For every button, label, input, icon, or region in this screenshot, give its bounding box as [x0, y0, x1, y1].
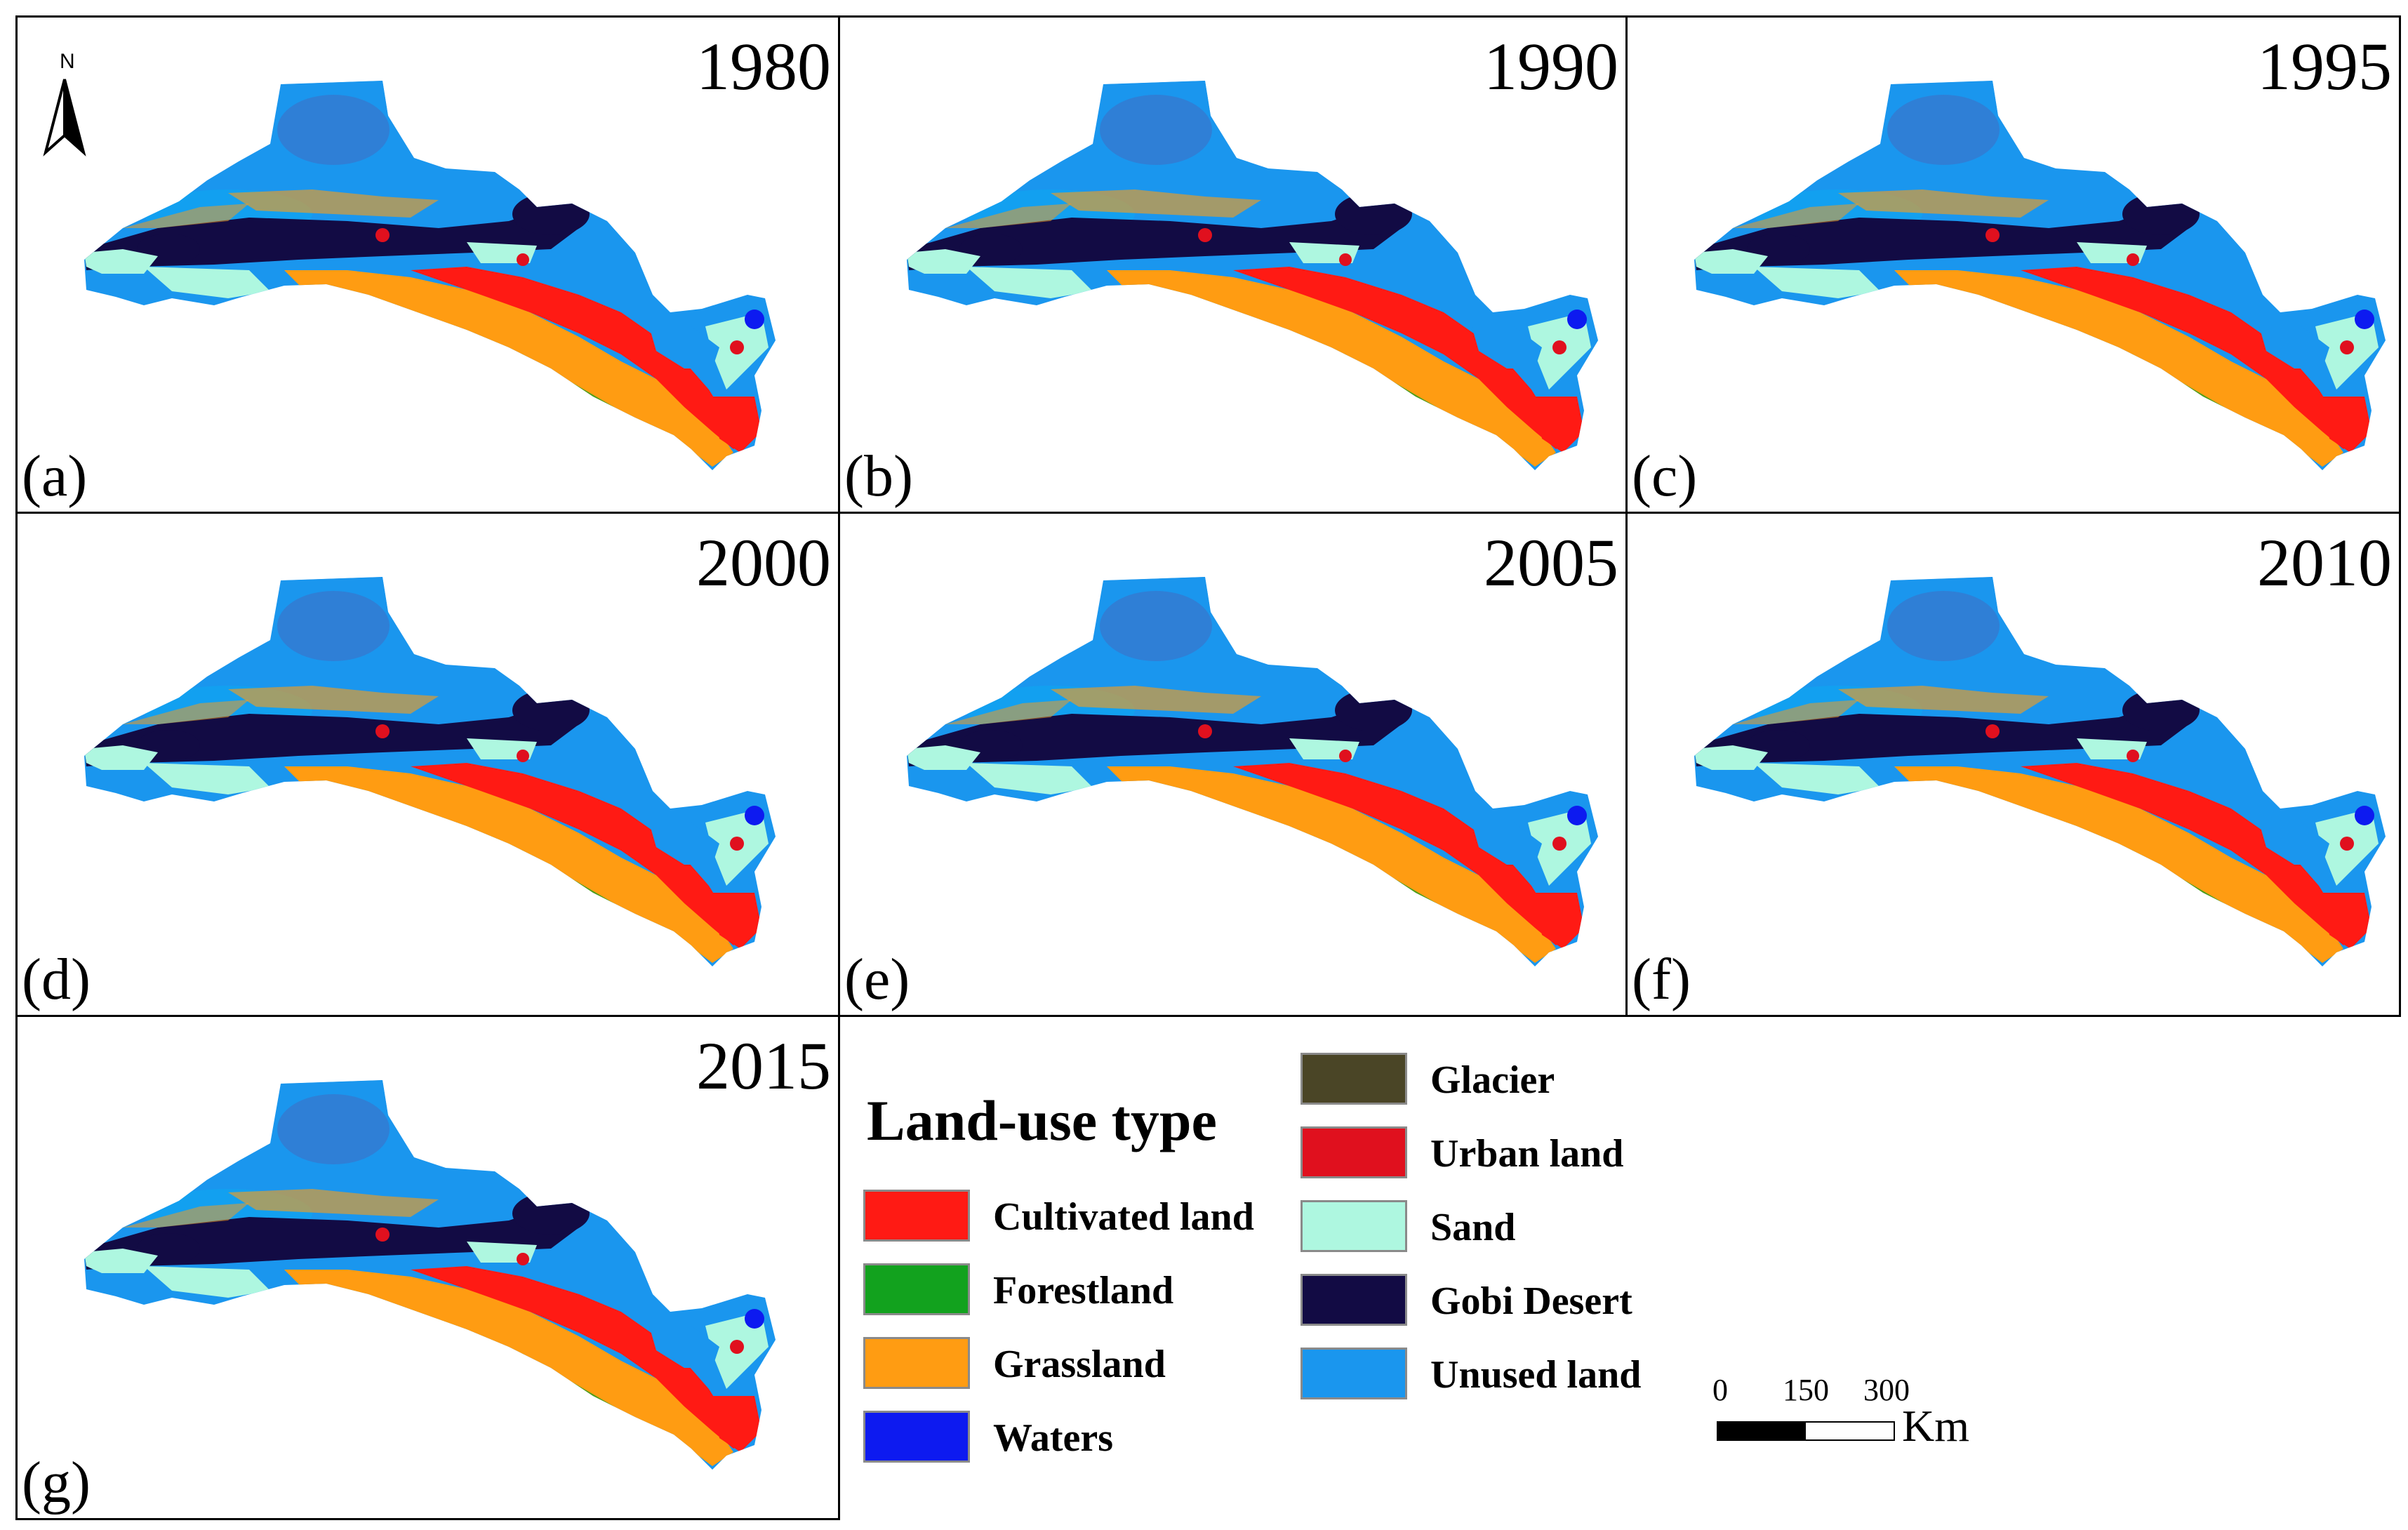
legend-swatch [1301, 1126, 1407, 1178]
panel-label: (f) [1632, 947, 1691, 1012]
scale-tick-300: 300 [1863, 1373, 1910, 1407]
panel-year: 2005 [1484, 525, 1618, 600]
panel-label: (g) [22, 1450, 91, 1515]
legend-swatch [863, 1263, 970, 1315]
legend-swatch [863, 1337, 970, 1389]
map-panel-c: 1995 (c) [1625, 15, 2401, 514]
legend-swatch [1301, 1274, 1407, 1326]
panel-year: 2010 [2257, 525, 2392, 600]
legend-swatch [1301, 1348, 1407, 1399]
legend-label: Waters [993, 1416, 1114, 1460]
legend-label: Grassland [993, 1343, 1166, 1386]
panel-label: (b) [844, 444, 913, 509]
legend-label: Glacier [1430, 1058, 1555, 1102]
map-panel-g: 2015 (g) [15, 1015, 840, 1520]
panel-label: (a) [22, 444, 88, 509]
legend-label: Cultivated land [993, 1195, 1254, 1239]
legend-label: Gobi Desert [1430, 1279, 1632, 1323]
panel-label: (d) [22, 947, 91, 1012]
map-panel-b: 1990 (b) [838, 15, 1628, 514]
scale-bar: 0 150 300 Km [1712, 1372, 1972, 1456]
scale-bar-black-segment [1717, 1421, 1807, 1441]
scale-bar-white-segment [1804, 1421, 1895, 1441]
legend-swatch [1301, 1053, 1407, 1105]
legend-label: Unused land [1430, 1353, 1642, 1397]
scale-unit: Km [1902, 1401, 1969, 1451]
map-panel-a: N 1980 (a) [15, 15, 840, 514]
panel-year: 1995 [2257, 29, 2392, 104]
scale-tick-150: 150 [1783, 1373, 1829, 1407]
panel-label: (c) [1632, 444, 1698, 509]
legend-title: Land-use type [867, 1089, 1217, 1152]
north-arrow-icon: N [43, 50, 86, 157]
legend-swatch [863, 1190, 970, 1242]
legend-label: Forestland [993, 1269, 1174, 1312]
panel-year: 2015 [696, 1028, 831, 1103]
legend-label: Sand [1430, 1206, 1516, 1249]
legend-swatch [1301, 1200, 1407, 1252]
legend-swatch [863, 1411, 970, 1463]
north-label: N [60, 50, 75, 73]
panel-label: (e) [844, 947, 910, 1012]
panel-year: 2000 [696, 525, 831, 600]
map-panel-d: 2000 (d) [15, 512, 840, 1017]
scale-tick-0: 0 [1712, 1373, 1728, 1407]
map-panel-f: 2010 (f) [1625, 512, 2401, 1017]
legend-label: Urban land [1430, 1132, 1624, 1176]
panel-year: 1980 [696, 29, 831, 104]
map-panel-e: 2005 (e) [838, 512, 1628, 1017]
panel-year: 1990 [1484, 29, 1618, 104]
